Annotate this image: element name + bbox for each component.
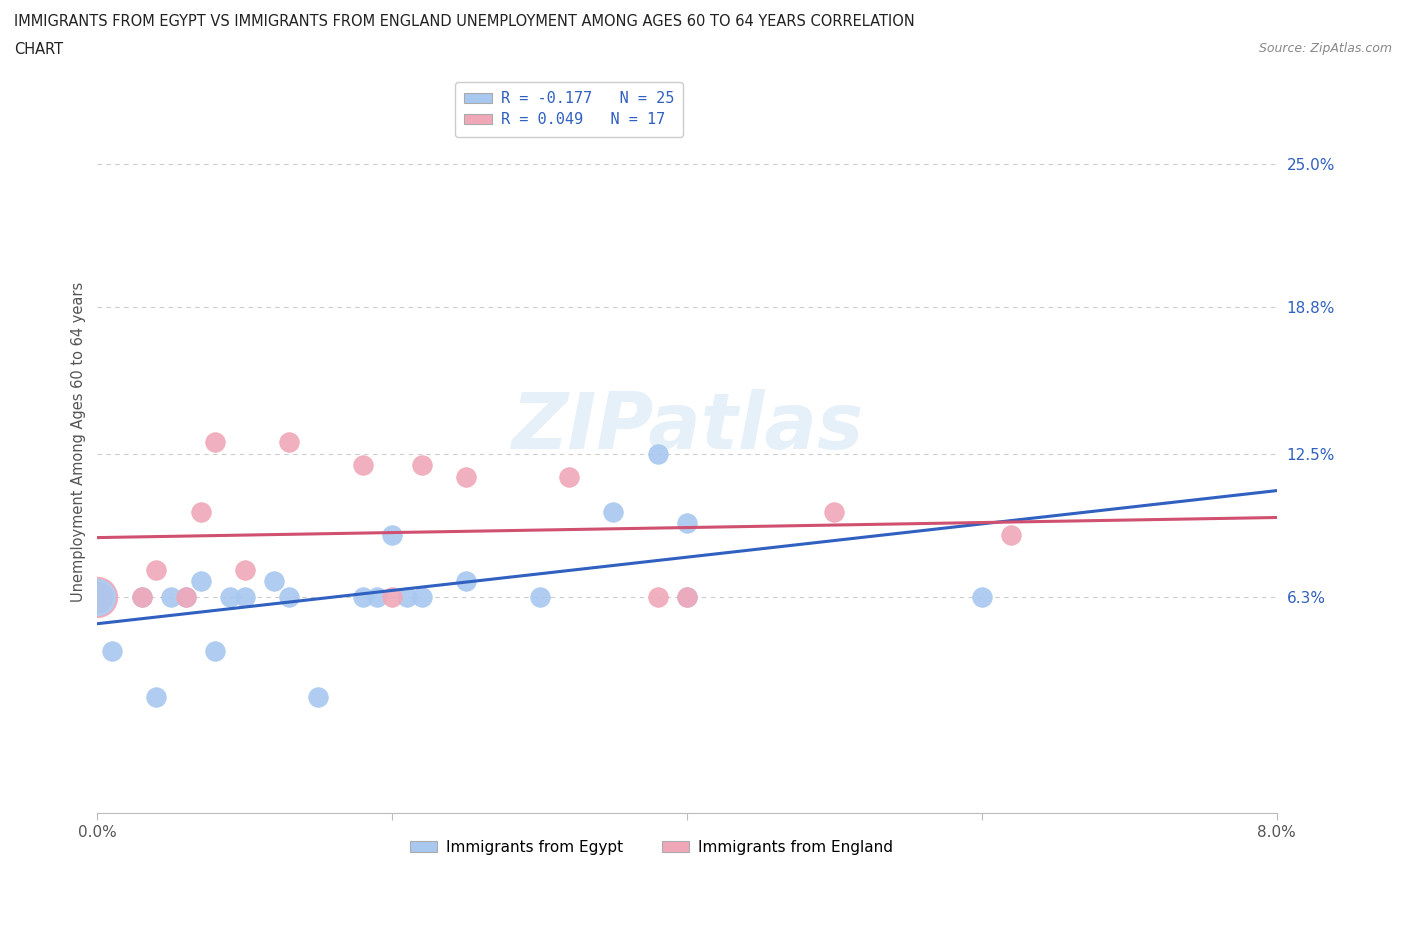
Point	[676, 590, 699, 604]
Point	[233, 590, 256, 604]
Point	[1000, 527, 1022, 542]
Point	[381, 590, 404, 604]
Point	[101, 644, 124, 658]
Point	[204, 434, 226, 449]
Point	[145, 562, 167, 577]
Point	[647, 590, 669, 604]
Point	[411, 590, 433, 604]
Point	[131, 590, 153, 604]
Point	[219, 590, 242, 604]
Point	[395, 590, 418, 604]
Point	[411, 458, 433, 472]
Point	[529, 590, 551, 604]
Point	[602, 504, 624, 519]
Point	[352, 590, 374, 604]
Text: IMMIGRANTS FROM EGYPT VS IMMIGRANTS FROM ENGLAND UNEMPLOYMENT AMONG AGES 60 TO 6: IMMIGRANTS FROM EGYPT VS IMMIGRANTS FROM…	[14, 14, 915, 29]
Point	[970, 590, 993, 604]
Point	[676, 516, 699, 531]
Point	[86, 590, 108, 604]
Point	[647, 446, 669, 461]
Point	[145, 690, 167, 705]
Point	[454, 574, 477, 589]
Point	[823, 504, 845, 519]
Point	[676, 590, 699, 604]
Point	[174, 590, 197, 604]
Text: Source: ZipAtlas.com: Source: ZipAtlas.com	[1258, 42, 1392, 55]
Text: CHART: CHART	[14, 42, 63, 57]
Point	[86, 590, 108, 604]
Point	[366, 590, 388, 604]
Point	[454, 470, 477, 485]
Point	[131, 590, 153, 604]
Point	[263, 574, 285, 589]
Point	[174, 590, 197, 604]
Point	[190, 504, 212, 519]
Point	[204, 644, 226, 658]
Point	[308, 690, 330, 705]
Point	[381, 527, 404, 542]
Point	[190, 574, 212, 589]
Point	[558, 470, 581, 485]
Y-axis label: Unemployment Among Ages 60 to 64 years: Unemployment Among Ages 60 to 64 years	[72, 282, 86, 602]
Point	[278, 590, 301, 604]
Point	[160, 590, 183, 604]
Point	[278, 434, 301, 449]
Point	[233, 562, 256, 577]
Point	[352, 458, 374, 472]
Legend: Immigrants from Egypt, Immigrants from England: Immigrants from Egypt, Immigrants from E…	[404, 834, 900, 861]
Text: ZIPatlas: ZIPatlas	[510, 389, 863, 465]
